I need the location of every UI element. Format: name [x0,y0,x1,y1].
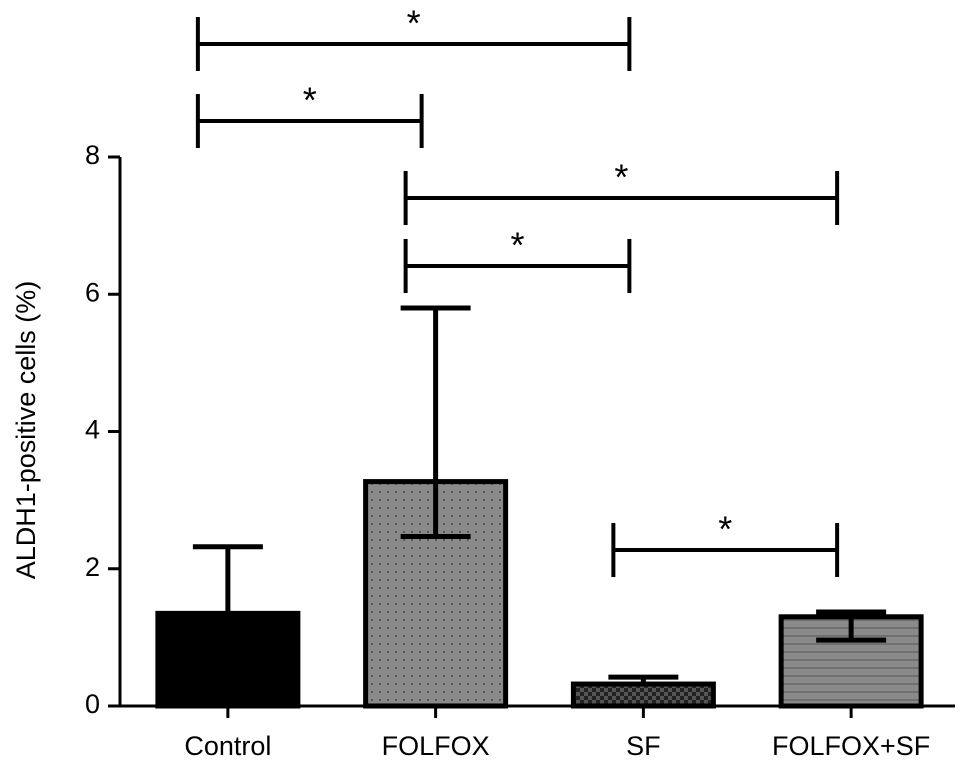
significance-label: * [303,80,317,121]
x-tick-label: FOLFOX [382,731,490,761]
significance-label: * [718,509,732,550]
bar [155,610,301,709]
significance-label: * [510,225,524,266]
y-axis-label: ALDH1-positive cells (%) [11,281,41,580]
x-tick-label: Control [184,731,271,761]
y-tick-label: 6 [85,277,100,307]
y-tick-label: 0 [85,689,100,719]
y-tick-label: 8 [85,140,100,170]
y-tick-label: 2 [85,552,100,582]
y-tick-label: 4 [85,415,100,445]
x-tick-label: FOLFOX+SF [772,731,930,761]
x-tick-label: SF [626,731,661,761]
significance-label: * [407,3,421,44]
significance-label: * [614,157,628,198]
bar [570,681,716,709]
